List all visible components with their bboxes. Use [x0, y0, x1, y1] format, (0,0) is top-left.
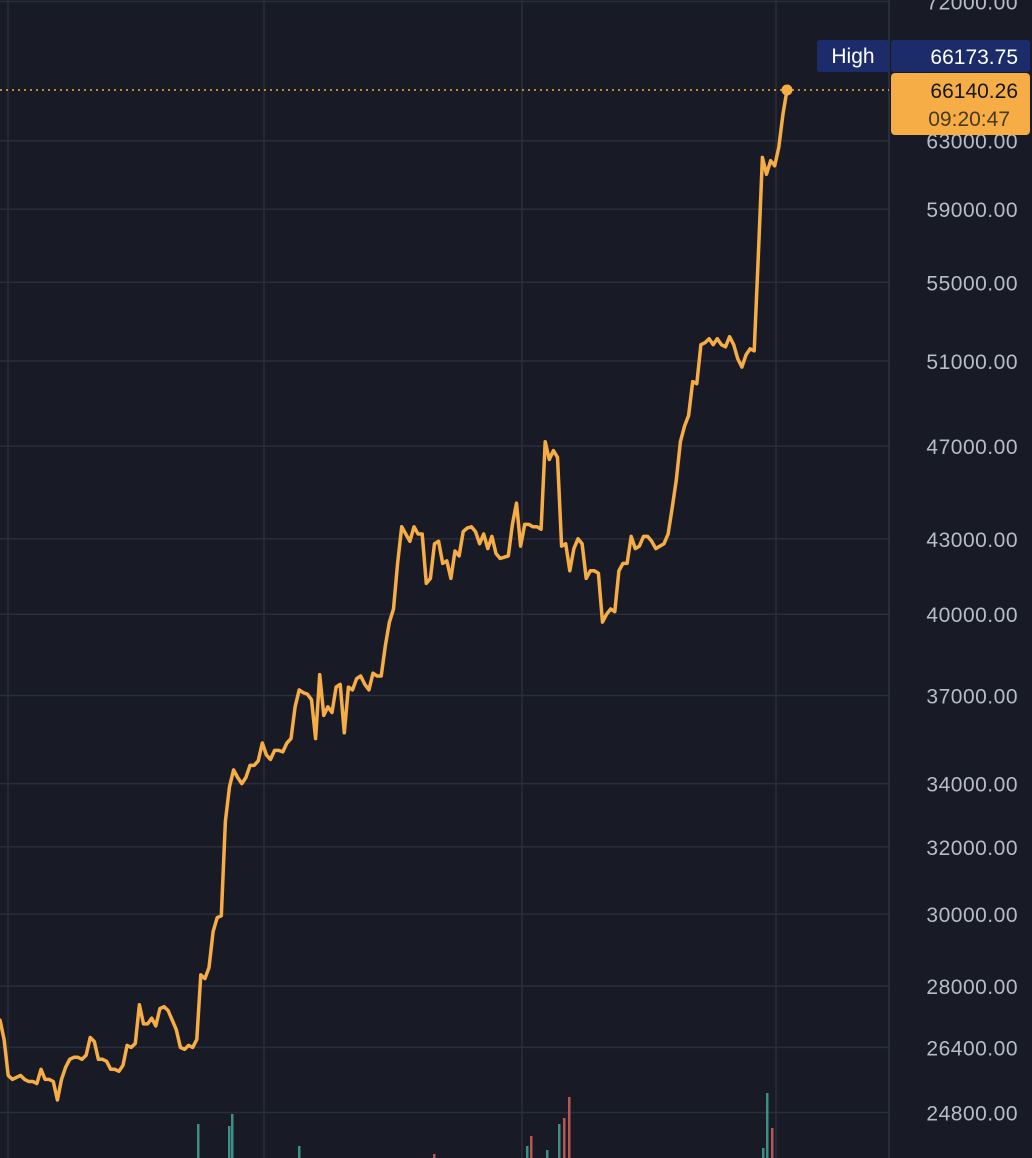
y-tick-label: 28000.00: [926, 976, 1018, 999]
volume-bar: [568, 1097, 571, 1158]
y-tick-label: 43000.00: [926, 529, 1018, 552]
y-tick-label: 32000.00: [926, 837, 1018, 860]
volume-bar: [526, 1146, 529, 1158]
high-badge: High 66173.75: [817, 40, 1030, 72]
y-tick-label: 37000.00: [926, 685, 1018, 708]
volume-bar: [563, 1118, 566, 1158]
y-tick-label: 59000.00: [926, 199, 1018, 222]
volume-bar: [546, 1150, 549, 1158]
high-value-box: [891, 40, 1030, 72]
y-tick-label: 47000.00: [926, 436, 1018, 459]
y-tick-label: 51000.00: [926, 351, 1018, 374]
volume-bar: [766, 1093, 769, 1158]
y-tick-label: 26400.00: [926, 1037, 1018, 1060]
volume-bar: [530, 1136, 533, 1158]
high-value: 66173.75: [930, 46, 1018, 69]
y-tick-label: 30000.00: [926, 904, 1018, 927]
high-label-box: [817, 40, 889, 72]
volume-bar: [228, 1126, 231, 1158]
volume-bar: [762, 1148, 765, 1158]
volume-bar: [433, 1154, 436, 1158]
price-axis[interactable]: 72000.00 63000.00 59000.00 55000.00 51000.00…: [926, 0, 1018, 1126]
volume-bar: [771, 1128, 774, 1158]
volume-bar: [298, 1146, 301, 1158]
last-price-marker: [781, 84, 793, 96]
y-tick-label: 72000.00: [926, 0, 1018, 15]
volume-bar: [197, 1124, 200, 1158]
volume-bar: [558, 1124, 561, 1158]
high-label: High: [831, 45, 874, 68]
current-price-badge: 66140.26 09:20:47: [891, 73, 1030, 135]
y-tick-label: 63000.00: [926, 131, 1018, 154]
y-tick-label: 40000.00: [926, 604, 1018, 627]
y-tick-label: 55000.00: [926, 272, 1018, 295]
grid-lines: [0, 0, 889, 1158]
current-price-value: 66140.26: [930, 80, 1018, 103]
volume-bar: [231, 1114, 234, 1158]
current-price-time: 09:20:47: [928, 108, 1010, 131]
y-tick-label: 34000.00: [926, 774, 1018, 797]
volume-bars: [197, 1093, 774, 1158]
price-series-line: [0, 88, 789, 1102]
y-tick-label: 24800.00: [926, 1103, 1018, 1126]
current-price-box: [891, 73, 1030, 135]
